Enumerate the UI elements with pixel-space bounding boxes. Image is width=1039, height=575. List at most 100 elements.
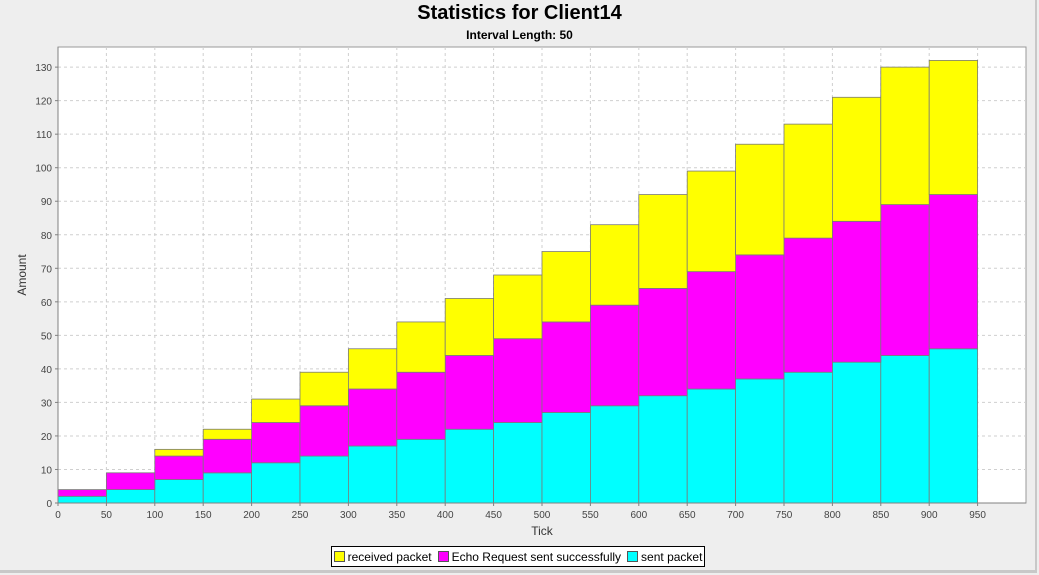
bar-received [493,274,543,340]
bar-sent [493,422,543,504]
x-tick-label: 950 [969,510,986,521]
bar-received [299,371,349,407]
bar-received [590,224,640,306]
bar-sent [154,479,204,504]
y-tick-label: 110 [36,130,52,141]
x-tick-label: 700 [727,510,744,521]
bar-sent [735,378,785,504]
bar-echo [686,271,737,390]
y-tick-label: 90 [41,197,53,208]
bar-sent [541,412,591,504]
bar-received [832,96,882,222]
bar-sent [686,388,737,504]
x-tick-label: 250 [292,510,309,521]
x-tick-label: 150 [195,510,212,521]
bar-sent [832,361,882,504]
bar-echo [880,204,930,356]
bar-received [251,398,301,423]
bar-echo [202,438,252,474]
x-tick-label: 300 [340,510,357,521]
legend-item-sent: sent packet [627,550,702,564]
x-tick-label: 400 [437,510,454,521]
bar-received [202,428,252,440]
x-tick-label: 750 [776,510,793,521]
x-tick-label: 850 [872,510,889,521]
bar-sent [347,445,398,504]
bar-received [928,60,979,195]
x-tick-label: 800 [824,510,841,521]
legend-label-echo: Echo Request sent successfully [451,549,622,564]
bar-received [638,194,688,289]
chart-subtitle: Interval Length: 50 [466,28,573,42]
bar-sent [928,348,979,504]
bar-received [396,321,446,373]
x-tick-label: 500 [534,510,551,521]
bar-sent [299,455,349,504]
x-tick-label: 600 [630,510,647,521]
bar-echo [154,455,204,480]
bar-sent [396,438,446,504]
bar-echo [541,321,591,413]
bar-received [541,251,591,323]
y-tick-label: 20 [41,432,53,443]
bar-echo [396,371,446,440]
y-tick-label: 10 [41,465,53,476]
y-tick-label: 60 [41,298,53,309]
legend-item-received: received packet [333,549,432,564]
bar-echo [928,194,979,350]
y-tick-label: 120 [35,97,52,108]
bar-echo [832,220,882,363]
y-axis-title: Amount [15,254,29,296]
bar-echo [590,304,640,407]
y-tick-label: 50 [41,331,53,342]
bar-received [444,298,495,356]
bar-sent [880,355,930,504]
bar-received [880,66,930,205]
x-tick-label: 650 [679,510,696,521]
bar-echo [638,288,688,397]
bar-sent [783,371,833,504]
x-axis-title: Tick [531,524,554,538]
x-tick-label: 200 [243,510,260,521]
x-tick-label: 50 [101,510,113,521]
bar-echo [735,254,785,380]
legend-swatch-echo [437,551,449,562]
y-tick-label: 80 [41,231,53,242]
legend-swatch-sent [627,551,639,562]
y-tick-label: 70 [41,264,53,275]
chart-title: Statistics for Client14 [417,2,622,24]
y-tick-label: 0 [46,499,52,510]
bar-received [686,170,737,273]
bar-sent [444,428,495,504]
x-tick-label: 350 [388,510,405,521]
x-tick-label: 100 [146,510,163,521]
x-tick-label: 900 [921,510,938,521]
bar-sent [638,395,688,504]
bar-received [735,143,785,256]
legend-label-received: received packet [347,549,432,564]
legend-swatch-received [333,551,345,562]
chart-legend: received packet Echo Request sent succes… [331,546,705,567]
bar-received [783,123,833,239]
bar-sent [106,489,156,504]
bar-sent [590,405,640,504]
x-tick-label: 450 [485,510,502,521]
x-tick-label: 550 [582,510,599,521]
bar-echo [347,388,398,447]
bar-echo [251,422,301,464]
bar-sent [57,495,107,504]
bar-echo [783,237,833,373]
bar-echo [57,489,107,497]
bar-sent [202,472,252,504]
legend-item-echo: Echo Request sent successfully [437,549,622,564]
y-tick-label: 130 [35,63,52,74]
legend-label-sent: sent packet [641,549,703,564]
y-tick-label: 100 [35,164,52,175]
bar-echo [444,355,495,430]
bar-echo [106,472,156,490]
bar-echo [493,338,543,423]
bar-echo [299,405,349,457]
bar-sent [251,462,301,504]
